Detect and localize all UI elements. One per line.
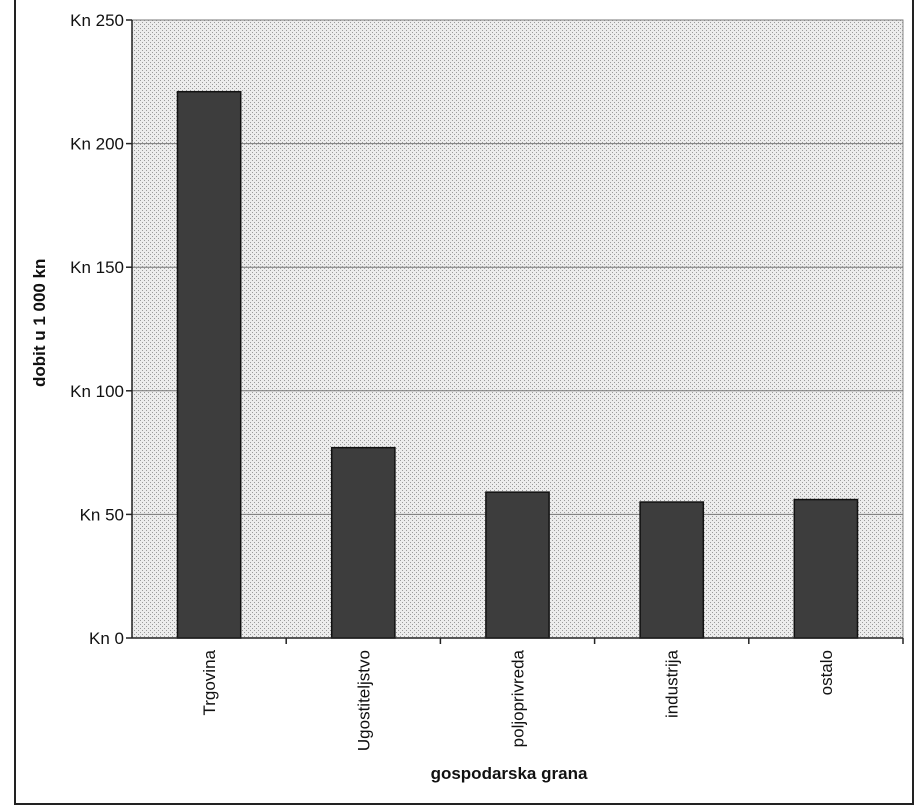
x-axis-title: gospodarska grana (431, 764, 588, 783)
y-tick-label: Kn 150 (70, 258, 124, 277)
y-tick-label: Kn 200 (70, 135, 124, 154)
y-tick-label: Kn 250 (70, 11, 124, 30)
bar-poljoprivreda (485, 491, 550, 639)
bar-ugostiteljstvo (330, 446, 396, 639)
bar-trgovina (176, 90, 242, 639)
x-tick-label: Ugostiteljstvo (354, 650, 373, 751)
x-tick-label: poljoprivreda (509, 649, 528, 747)
y-axis-title: dobit u 1 000 kn (30, 259, 49, 387)
y-tick-labels: Kn 0 Kn 50 Kn 100 Kn 150 Kn 200 Kn 250 (70, 11, 132, 648)
bar-industrija (639, 501, 705, 639)
y-tick-label: Kn 0 (89, 629, 124, 648)
x-tick-label: ostalo (817, 650, 836, 695)
bars (176, 90, 859, 639)
x-tick-label: Trgovina (200, 649, 219, 715)
x-tick-labels: Trgovina Ugostiteljstvo poljoprivreda indus… (200, 638, 904, 751)
y-tick-label: Kn 100 (70, 382, 124, 401)
y-tick-label: Kn 50 (80, 505, 124, 524)
bar-ostalo (793, 498, 859, 639)
x-tick-label: industrija (663, 649, 682, 718)
